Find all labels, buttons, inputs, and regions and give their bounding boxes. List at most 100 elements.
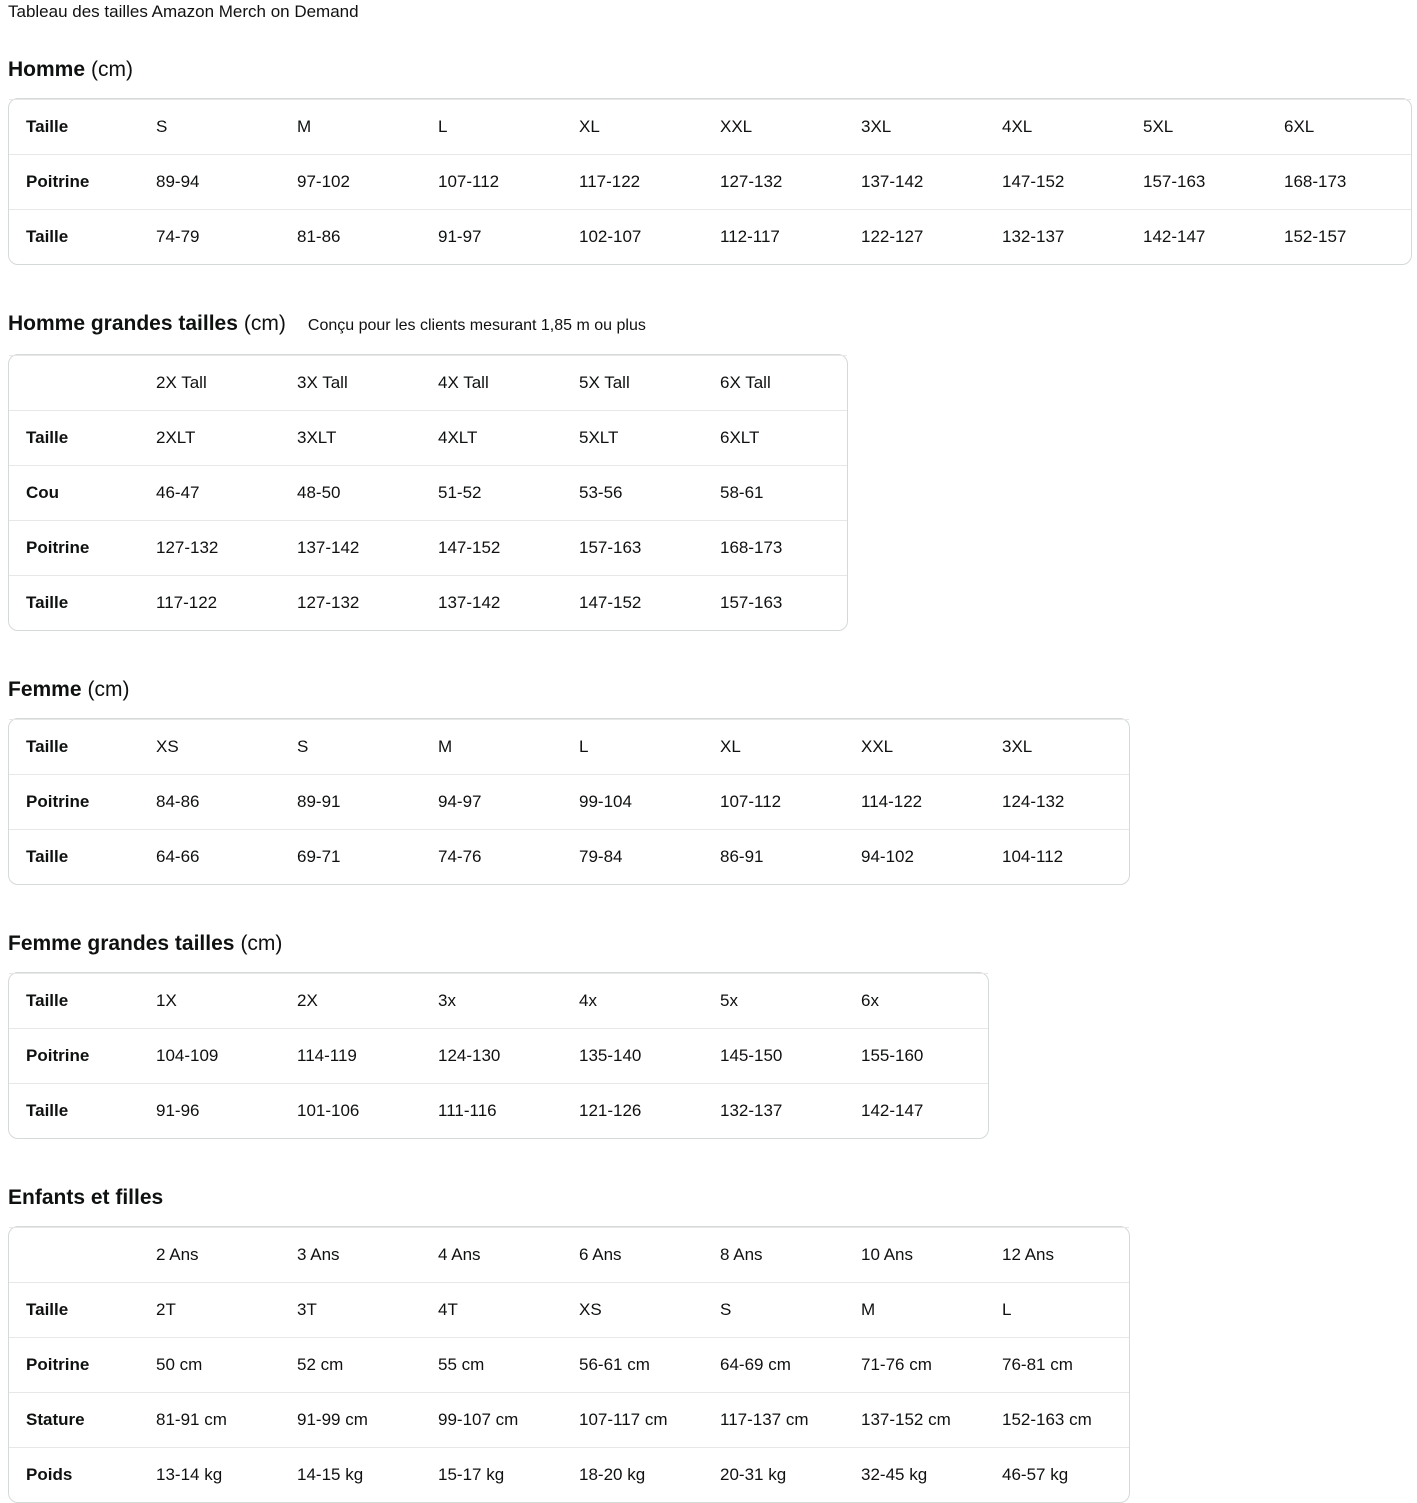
value-cell: L [988,1282,1129,1337]
value-cell: 20-31 kg [706,1447,847,1502]
value-cell: 107-112 [706,774,847,829]
column-header-cell: 1X [142,973,283,1028]
table-row: Taille 74-79 81-86 91-97 102-107 112-117 122-1… [9,209,1411,264]
section-homme-grandes-tailles: Homme grandes tailles (cm) Conçu pour le… [8,310,1410,631]
value-cell: 117-137 cm [706,1392,847,1447]
header-row: Taille S M L XL XXL 3XL 4XL 5XL 6XL [9,99,1411,154]
row-label: Poitrine [9,154,142,209]
column-header-cell: 3 Ans [283,1227,424,1282]
value-cell: 104-109 [142,1028,283,1083]
section-femme-grandes-tailles: Femme grandes tailles (cm) Taille 1X 2X 3x 4… [8,930,1410,1139]
value-cell: 53-56 [565,465,706,520]
section-heading-enfants-et-filles: Enfants et filles [8,1184,1410,1211]
value-cell: 51-52 [424,465,565,520]
row-label: Taille [9,973,142,1028]
value-cell: 52 cm [283,1337,424,1392]
section-heading-text: Femme [8,678,82,701]
column-header-cell: M [424,719,565,774]
row-label: Taille [9,1083,142,1138]
value-cell: 46-57 kg [988,1447,1129,1502]
row-label: Taille [9,829,142,884]
size-table: Taille 1X 2X 3x 4x 5x 6x Poitrine 104-109 114-119… [8,972,989,1139]
value-cell: 127-132 [142,520,283,575]
value-cell: 157-163 [1129,154,1270,209]
row-label: Taille [9,575,142,630]
size-table: Taille XS S M L XL XXL 3XL Poitrine 84-86 89-91 94-… [8,718,1130,885]
section-heading-text: Homme [8,58,86,81]
row-label: Poitrine [9,774,142,829]
value-cell: 127-132 [283,575,424,630]
value-cell: 48-50 [283,465,424,520]
section-heading-femme: Femme (cm) [8,676,1410,703]
value-cell: 147-152 [988,154,1129,209]
size-table-homme: Taille S M L XL XXL 3XL 4XL 5XL 6XL Poitrine 89-94 9… [8,98,1412,265]
row-label: Poitrine [9,1337,142,1392]
column-header-cell: XL [565,99,706,154]
column-header-cell: 2X Tall [142,355,283,410]
header-row: Taille XS S M L XL XXL 3XL [9,719,1129,774]
value-cell: 18-20 kg [565,1447,706,1502]
column-header-cell: XXL [706,99,847,154]
value-cell: 94-102 [847,829,988,884]
column-header-cell: XS [142,719,283,774]
value-cell: 152-163 cm [988,1392,1129,1447]
value-cell: 124-132 [988,774,1129,829]
section-heading-text: Femme grandes tailles [8,932,235,955]
row-label: Taille [9,410,142,465]
value-cell: 147-152 [565,575,706,630]
column-header-cell: 6X Tall [706,355,847,410]
table-row: Taille 91-96 101-106 111-116 121-126 132-137 1… [9,1083,988,1138]
value-cell: 2T [142,1282,283,1337]
value-cell: 132-137 [988,209,1129,264]
column-header-cell: XL [706,719,847,774]
size-table-homme-grandes-tailles: 2X Tall 3X Tall 4X Tall 5X Tall 6X Tall Taill… [8,354,1410,631]
row-label: Poitrine [9,1028,142,1083]
size-table: Taille S M L XL XXL 3XL 4XL 5XL 6XL Poitrine 89-94 9… [8,98,1412,265]
value-cell: 5XLT [565,410,706,465]
column-header-cell: 3XL [847,99,988,154]
value-cell: 58-61 [706,465,847,520]
row-label [9,355,142,410]
value-cell: 91-96 [142,1083,283,1138]
section-heading-note: Conçu pour les clients mesurant 1,85 m o… [307,317,646,334]
section-heading-unit: (cm) [87,678,130,701]
value-cell: 81-91 cm [142,1392,283,1447]
value-cell: 91-97 [424,209,565,264]
column-header-cell: XXL [847,719,988,774]
value-cell: XS [565,1282,706,1337]
value-cell: 137-142 [847,154,988,209]
value-cell: 64-69 cm [706,1337,847,1392]
row-label: Stature [9,1392,142,1447]
value-cell: 86-91 [706,829,847,884]
table-row: Taille 64-66 69-71 74-76 79-84 86-91 94-102 104… [9,829,1129,884]
table-row: Poids 13-14 kg 14-15 kg 15-17 kg 18-20 kg 20-… [9,1447,1129,1502]
value-cell: 71-76 cm [847,1337,988,1392]
value-cell: 168-173 [1270,154,1411,209]
value-cell: 4T [424,1282,565,1337]
value-cell: 104-112 [988,829,1129,884]
value-cell: 69-71 [283,829,424,884]
table-row: Stature 81-91 cm 91-99 cm 99-107 cm 107-117 … [9,1392,1129,1447]
size-table-femme: Taille XS S M L XL XXL 3XL Poitrine 84-86 89-91 94-… [8,718,1410,885]
value-cell: 132-137 [706,1083,847,1138]
value-cell: 147-152 [424,520,565,575]
value-cell: 79-84 [565,829,706,884]
section-heading-unit: (cm) [243,312,286,335]
value-cell: 14-15 kg [283,1447,424,1502]
section-heading-text: Homme grandes tailles [8,312,238,335]
value-cell: 2XLT [142,410,283,465]
value-cell: 3T [283,1282,424,1337]
header-row: 2X Tall 3X Tall 4X Tall 5X Tall 6X Tall [9,355,847,410]
value-cell: 102-107 [565,209,706,264]
column-header-cell: 2 Ans [142,1227,283,1282]
value-cell: 89-91 [283,774,424,829]
column-header-cell: L [565,719,706,774]
section-heading-unit: (cm) [91,58,134,81]
column-header-cell: S [142,99,283,154]
section-femme: Femme (cm) Taille XS S M L XL XXL 3XL Poitrine 84… [8,676,1410,885]
column-header-cell: 3X Tall [283,355,424,410]
value-cell: 127-132 [706,154,847,209]
value-cell: 117-122 [142,575,283,630]
size-table: 2 Ans 3 Ans 4 Ans 6 Ans 8 Ans 10 Ans 12 Ans Tai… [8,1226,1130,1503]
value-cell: 142-147 [1129,209,1270,264]
